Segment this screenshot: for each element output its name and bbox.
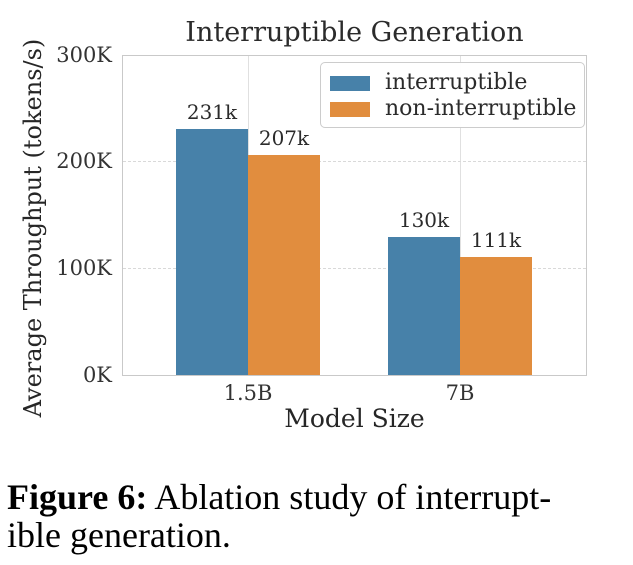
bar-non-interruptible-1-5b: 207k bbox=[248, 126, 320, 375]
legend: interruptible non-interruptible bbox=[320, 62, 585, 128]
legend-item-interruptible: interruptible bbox=[330, 70, 576, 96]
caption-text-line-2: ible generation. bbox=[7, 515, 231, 555]
caption-label: Figure 6: bbox=[7, 477, 148, 517]
gridline-h-100k bbox=[123, 268, 586, 269]
y-tick-0k: 0K bbox=[82, 363, 112, 387]
figure-caption: Figure 6: Ablation study of interrupt- i… bbox=[7, 478, 627, 554]
legend-swatch-interruptible bbox=[330, 75, 370, 91]
bar-interruptible-1-5b: 231k bbox=[176, 100, 248, 375]
legend-label-interruptible: interruptible bbox=[385, 70, 528, 95]
legend-item-non-interruptible: non-interruptible bbox=[330, 96, 576, 122]
y-tick-100k: 100K bbox=[56, 256, 112, 280]
caption-text-line-1: Ablation study of interrupt- bbox=[154, 477, 552, 517]
x-axis-title: Model Size bbox=[284, 404, 425, 433]
bar-interruptible-7b: 130k bbox=[388, 208, 460, 375]
y-tick-300k: 300K bbox=[56, 43, 112, 67]
legend-label-non-interruptible: non-interruptible bbox=[385, 96, 577, 121]
legend-swatch-non-interruptible bbox=[330, 101, 370, 117]
gridline-h-200k bbox=[123, 161, 586, 162]
x-tick-7b: 7B bbox=[445, 381, 475, 405]
bar-value-label: 231k bbox=[186, 100, 238, 124]
bar-value-label: 111k bbox=[470, 228, 522, 252]
y-tick-200k: 200K bbox=[56, 149, 112, 173]
bar-non-interruptible-7b: 111k bbox=[460, 228, 532, 375]
x-tick-1-5b: 1.5B bbox=[223, 381, 273, 405]
bar-value-label: 130k bbox=[398, 208, 450, 232]
chart-title: Interruptible Generation bbox=[185, 17, 524, 48]
plot-area: 231k 207k 130k 111k interruptible non-in… bbox=[122, 55, 587, 376]
bar-value-label: 207k bbox=[258, 126, 310, 150]
gridline-v-7b bbox=[460, 56, 461, 375]
